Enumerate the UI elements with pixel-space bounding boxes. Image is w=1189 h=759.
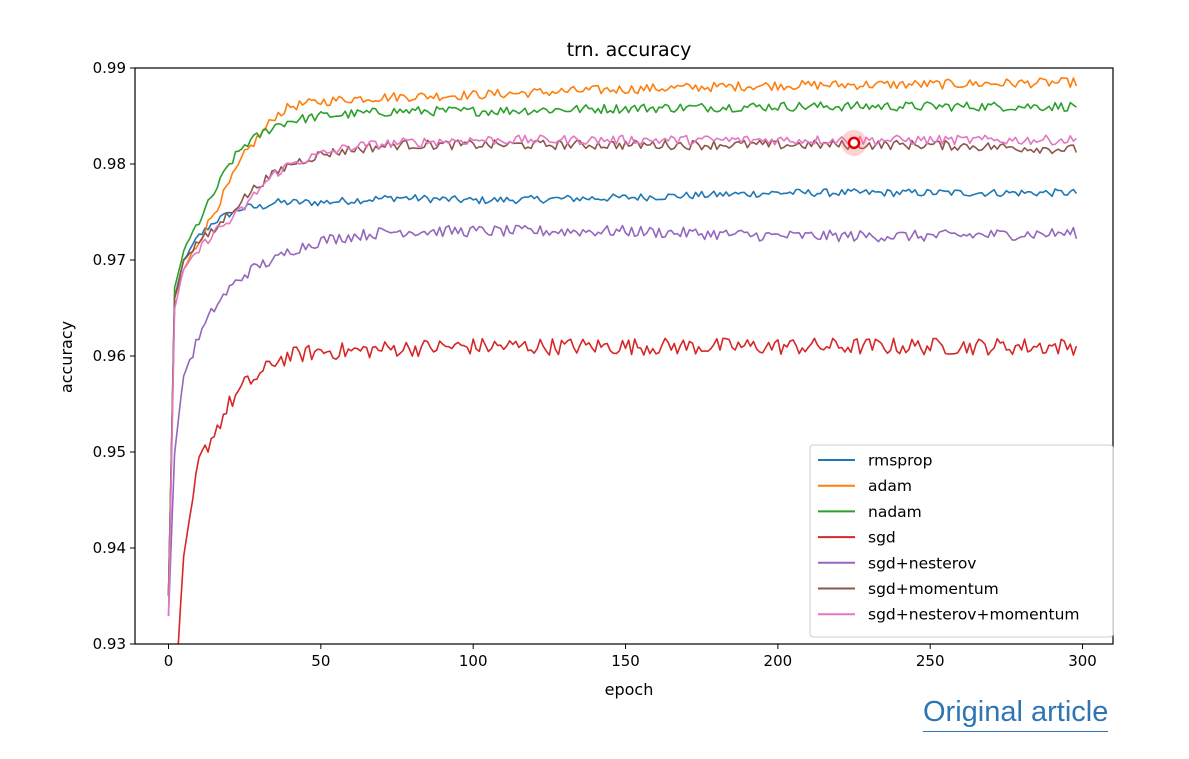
x-tick-label: 100 [459,652,488,670]
y-tick-label: 0.98 [93,155,126,173]
x-tick-label: 50 [311,652,330,670]
series-line-sgd-nesterov-momentum [167,134,1077,616]
legend-entry: sgd+nesterov [868,554,976,572]
y-tick-label: 0.96 [93,347,126,365]
legend-entry: sgd [868,529,896,547]
legend-entry: sgd+nesterov+momentum [868,606,1080,624]
original-article-link[interactable]: Original article [923,694,1109,732]
series-line-rmsprop [167,188,1078,596]
series-line-sgd-nesterov [167,224,1078,617]
x-axis-title: epoch [605,680,654,699]
y-tick-label: 0.93 [93,635,126,653]
legend-entry: rmsprop [868,452,932,470]
legend-entry: nadam [868,503,922,521]
y-tick-label: 0.94 [93,539,126,557]
x-tick-label: 300 [1068,652,1097,670]
x-tick-label: 250 [916,652,945,670]
x-tick-label: 0 [164,652,174,670]
y-axis: 0.93 0.94 0.95 0.96 0.97 0.98 0.99 [93,59,135,653]
chart-title: trn. accuracy [567,39,692,61]
x-tick-label: 200 [764,652,793,670]
series-line-nadam [167,101,1077,596]
cursor-marker [841,129,868,156]
legend-entry: adam [868,477,912,495]
x-axis: 0 50 100 150 200 250 300 [164,644,1097,670]
series-line-sgd [177,337,1078,644]
legend: rmsprop adam nadam sgd sgd+nesterov sgd+momen… [809,444,1114,638]
y-tick-label: 0.99 [93,59,126,77]
plot-area [134,67,1114,645]
y-tick-label: 0.95 [93,443,126,461]
series-line-adam [167,77,1078,597]
cursor-dot [847,136,861,150]
y-axis-title: accuracy [57,321,76,393]
x-tick-label: 150 [611,652,640,670]
legend-box [809,444,1114,638]
legend-entry: sgd+momentum [868,580,999,598]
y-tick-label: 0.97 [93,251,126,269]
